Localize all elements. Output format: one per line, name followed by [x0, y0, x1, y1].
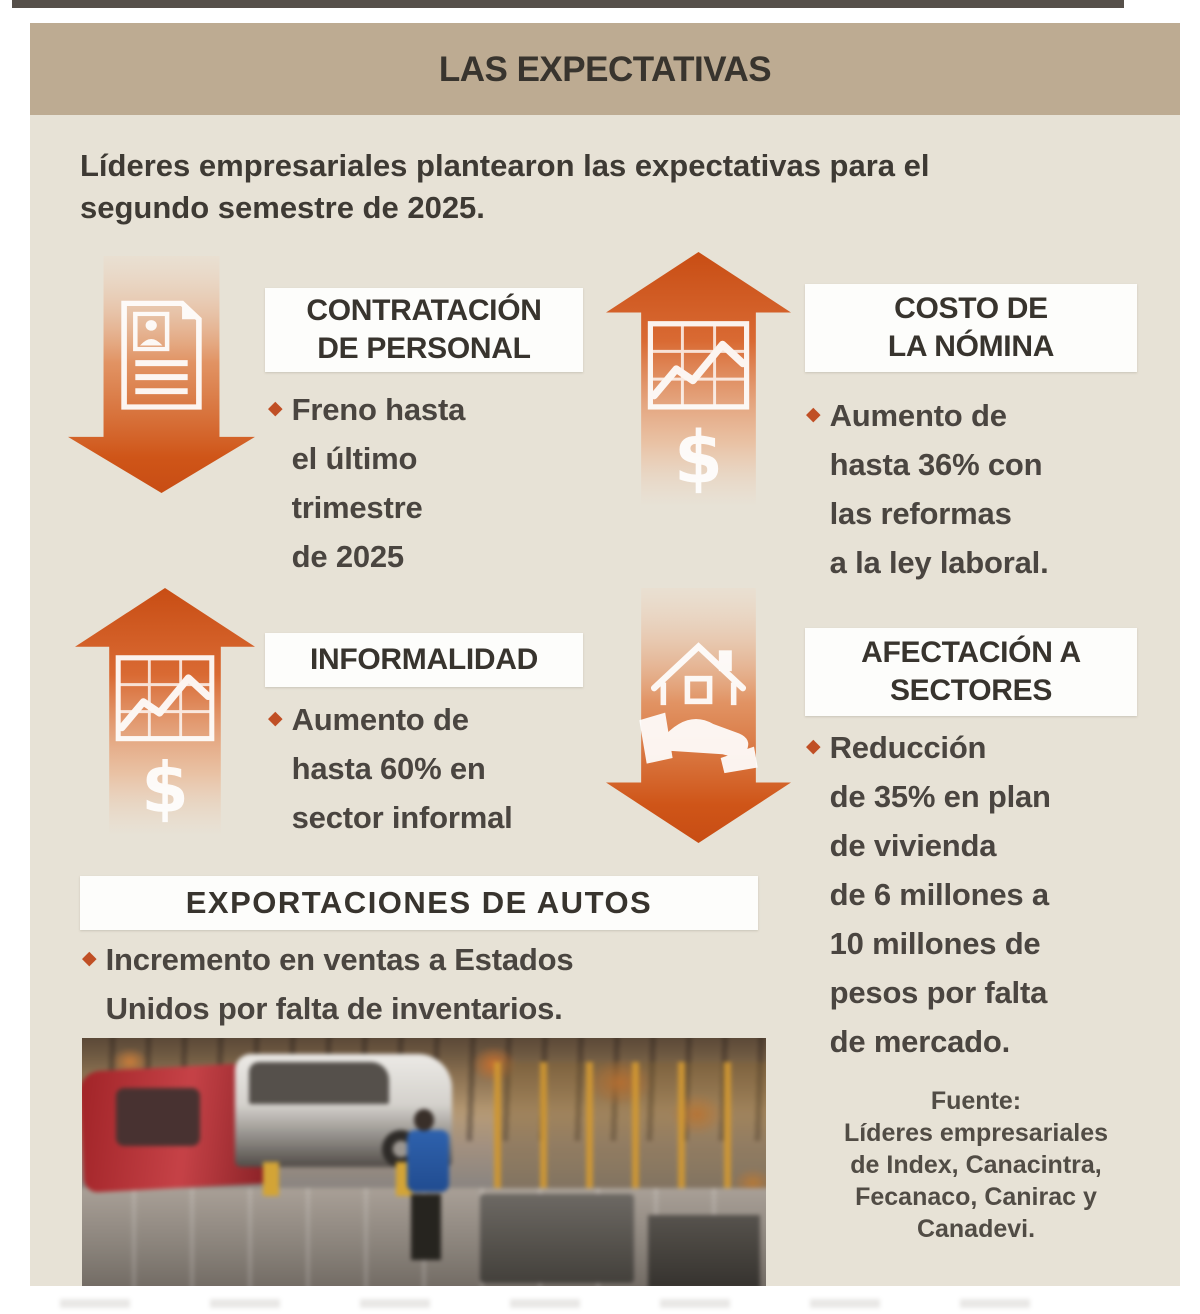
header-bar: LAS EXPECTATIVAS	[30, 23, 1180, 115]
photo-layers	[82, 1038, 766, 1286]
bullet-diamond-icon: ◆	[806, 736, 821, 757]
svg-text:$: $	[141, 748, 189, 829]
photo-worker-head	[414, 1109, 435, 1132]
bullet-exportaciones: ◆ Incremento en ventas a Estados Unidos …	[82, 935, 742, 1033]
section-title-text: EXPORTACIONES DE AUTOS	[185, 885, 653, 920]
photo-red-car-window	[116, 1088, 200, 1147]
chart-dollar-icon: $	[647, 321, 750, 500]
up-arrow-icon: $	[606, 252, 791, 507]
down-arrow-svg	[68, 256, 255, 493]
section-title-afectacion: AFECTACIÓN A SECTORES	[805, 628, 1137, 716]
document-cv-icon	[121, 300, 202, 410]
bullet-text: Incremento en ventas a Estados Unidos po…	[105, 942, 574, 1026]
svg-text:$: $	[674, 416, 723, 500]
bullet-informalidad: ◆ Aumento de hasta 60% en sector informa…	[268, 695, 608, 842]
down-arrow-svg	[606, 588, 791, 843]
bullet-text: Freno hasta el último trimestre de 2025	[291, 392, 466, 574]
up-arrow-icon: $	[75, 588, 255, 836]
up-arrow-svg: $	[75, 588, 255, 836]
bullet-contratacion: ◆ Freno hasta el último trimestre de 202…	[268, 385, 598, 581]
bullet-costo-nomina: ◆ Aumento de hasta 36% con las reformas …	[806, 391, 1156, 587]
bullet-afectacion: ◆ Reducción de 35% en plan de vivienda d…	[806, 723, 1158, 1066]
down-arrow-icon	[68, 256, 255, 493]
down-arrow-icon	[606, 588, 791, 843]
bottom-edge-artifact	[60, 1299, 1070, 1308]
section-title-exportaciones: EXPORTACIONES DE AUTOS	[80, 876, 758, 930]
page-title: LAS EXPECTATIVAS	[438, 50, 772, 89]
top-border-strip	[12, 0, 1124, 8]
bullet-text: Aumento de hasta 36% con las reformas a …	[829, 398, 1049, 580]
chart-dollar-icon: $	[115, 655, 215, 829]
bullet-diamond-icon: ◆	[268, 708, 283, 729]
infographic-canvas: LAS EXPECTATIVAS Líderes empresariales p…	[30, 23, 1180, 1286]
section-title-text: INFORMALIDAD	[309, 643, 539, 676]
section-title-costo-nomina: COSTO DE LA NÓMINA	[805, 284, 1137, 372]
bullet-diamond-icon: ◆	[806, 404, 821, 425]
house-in-hand-icon	[639, 642, 758, 774]
bullet-text: Aumento de hasta 60% en sector informal	[291, 702, 513, 835]
section-title-informalidad: INFORMALIDAD	[265, 633, 583, 687]
photo-gray-equipment	[648, 1214, 760, 1286]
section-title-contratacion: CONTRATACIÓN DE PERSONAL	[265, 288, 583, 372]
photo-yellow-stand	[263, 1162, 279, 1196]
photo-worker-blue-shirt	[406, 1130, 449, 1193]
photo-worker-legs	[411, 1193, 442, 1260]
bullet-text: Reducción de 35% en plan de vivienda de …	[829, 730, 1051, 1059]
photo-suv-window	[249, 1061, 389, 1104]
section-title-text: AFECTACIÓN A SECTORES	[861, 636, 1081, 707]
source-credit: Fuente: Líderes empresariales de Index, …	[843, 1087, 1109, 1243]
up-arrow-svg: $	[606, 252, 791, 507]
section-title-text: COSTO DE LA NÓMINA	[887, 292, 1055, 363]
photo-gray-equipment	[480, 1193, 634, 1284]
section-title-text: CONTRATACIÓN DE PERSONAL	[306, 294, 542, 365]
intro-text: Líderes empresariales plantearon las exp…	[80, 148, 930, 225]
car-factory-photo	[82, 1038, 766, 1286]
bullet-diamond-icon: ◆	[268, 398, 283, 419]
bullet-diamond-icon: ◆	[82, 948, 97, 969]
